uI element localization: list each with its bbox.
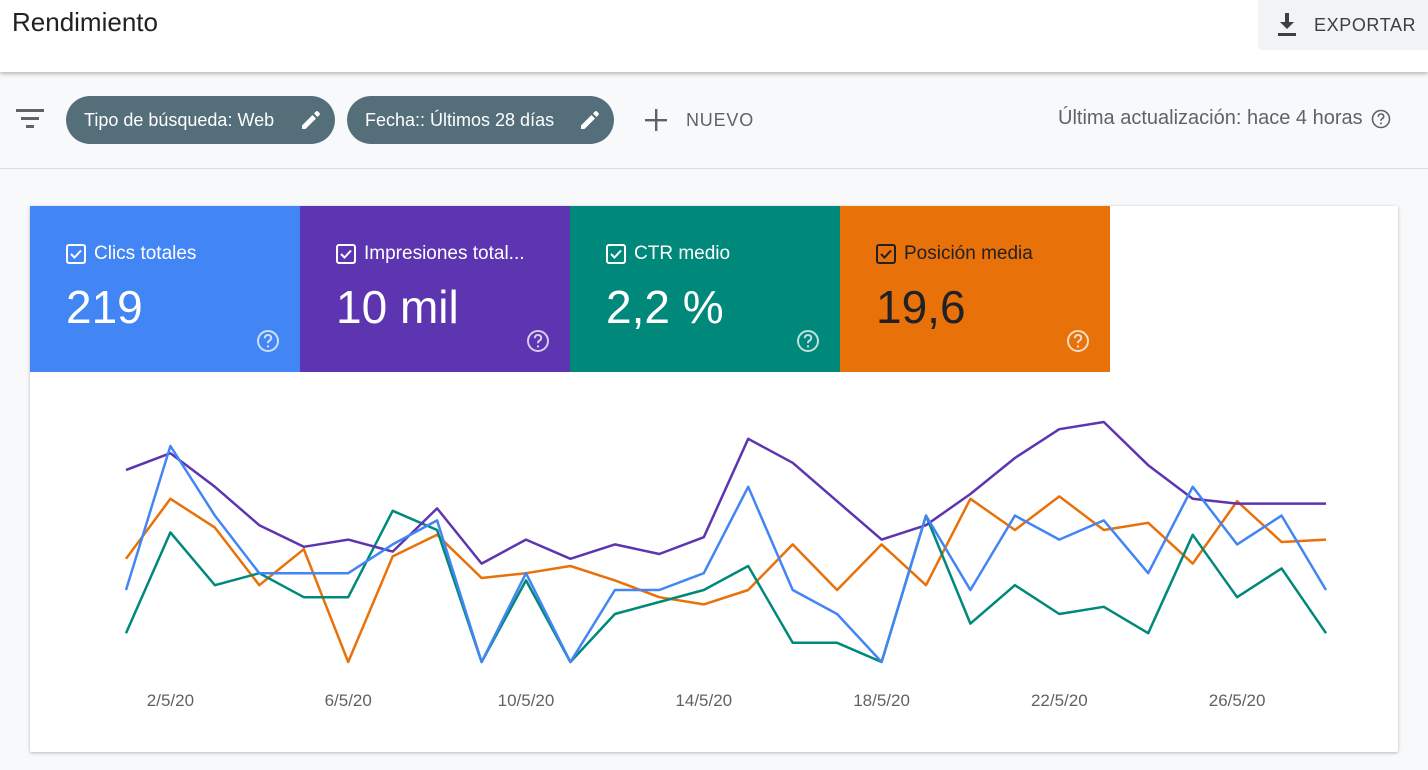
metric-label: Clics totales bbox=[94, 243, 197, 264]
metric-value: 219 bbox=[66, 281, 143, 333]
help-icon[interactable] bbox=[1371, 109, 1391, 129]
help-icon[interactable] bbox=[1066, 329, 1090, 353]
checkbox-checked-icon[interactable] bbox=[876, 244, 896, 264]
x-tick-label: 2/5/20 bbox=[147, 691, 194, 710]
search-type-chip[interactable]: Tipo de búsqueda: Web bbox=[66, 96, 335, 144]
last-update-text: Última actualización: hace 4 horas bbox=[1058, 107, 1391, 130]
date-chip[interactable]: Fecha:: Últimos 28 días bbox=[347, 96, 614, 144]
edit-icon bbox=[581, 111, 599, 129]
plus-icon bbox=[645, 109, 667, 131]
metric-impressions-tile[interactable]: Impresiones total... 10 mil bbox=[300, 206, 570, 372]
search-type-chip-label: Tipo de búsqueda: Web bbox=[84, 109, 275, 130]
x-tick-label: 6/5/20 bbox=[325, 691, 372, 710]
metric-label: CTR medio bbox=[634, 243, 731, 264]
checkbox-checked-icon[interactable] bbox=[606, 244, 626, 264]
metric-value: 2,2 % bbox=[606, 281, 724, 333]
help-icon[interactable] bbox=[256, 329, 280, 353]
metric-label: Impresiones total... bbox=[364, 243, 525, 264]
new-filter-label: NUEVO bbox=[686, 109, 755, 130]
metric-ctr-tile[interactable]: CTR medio 2,2 % bbox=[570, 206, 840, 372]
last-update-label: Última actualización: hace 4 horas bbox=[1058, 107, 1363, 129]
top-bar: Rendimiento EXPORTAR bbox=[0, 0, 1428, 72]
series-line-posición-media bbox=[124, 495, 1327, 664]
help-icon[interactable] bbox=[526, 329, 550, 353]
metric-value: 19,6 bbox=[876, 281, 966, 333]
filter-bar: Tipo de búsqueda: Web Fecha:: Últimos 28… bbox=[0, 72, 1428, 169]
series-layer bbox=[124, 420, 1328, 664]
help-icon[interactable] bbox=[796, 329, 820, 353]
series-line-clics-totales bbox=[124, 444, 1328, 664]
x-tick-label: 14/5/20 bbox=[675, 691, 732, 710]
x-tick-label: 22/5/20 bbox=[1031, 691, 1088, 710]
x-tick-label: 26/5/20 bbox=[1209, 691, 1266, 710]
new-filter-button[interactable]: NUEVO bbox=[640, 96, 754, 144]
checkbox-checked-icon[interactable] bbox=[336, 244, 356, 264]
export-label: EXPORTAR bbox=[1314, 14, 1417, 35]
export-button[interactable]: EXPORTAR bbox=[1258, 0, 1428, 50]
series-line-impresiones-totales bbox=[125, 420, 1326, 565]
download-icon bbox=[1278, 13, 1296, 36]
metric-value: 10 mil bbox=[336, 281, 459, 333]
x-tick-label: 10/5/20 bbox=[498, 691, 555, 710]
series-line-ctr-medio bbox=[124, 509, 1328, 664]
edit-icon bbox=[302, 111, 320, 129]
performance-card: Clics totales 219 Impresiones total... 1… bbox=[30, 206, 1398, 752]
checkbox-checked-icon[interactable] bbox=[66, 244, 86, 264]
page-title: Rendimiento bbox=[12, 7, 158, 37]
x-tick-label: 18/5/20 bbox=[853, 691, 910, 710]
date-chip-label: Fecha:: Últimos 28 días bbox=[365, 109, 555, 130]
performance-line-chart: 2/5/20 6/5/20 10/5/20 14/5/20 18/5/20 22/5/20… bbox=[124, 420, 1328, 710]
filter-icon[interactable] bbox=[16, 109, 44, 129]
metric-position-tile[interactable]: Posición media 19,6 bbox=[840, 206, 1110, 372]
x-axis-ticks: 2/5/20 6/5/20 10/5/20 14/5/20 18/5/20 22/5/20… bbox=[147, 691, 1266, 710]
metric-label: Posición media bbox=[904, 243, 1033, 264]
metric-clicks-tile[interactable]: Clics totales 219 bbox=[30, 206, 300, 372]
